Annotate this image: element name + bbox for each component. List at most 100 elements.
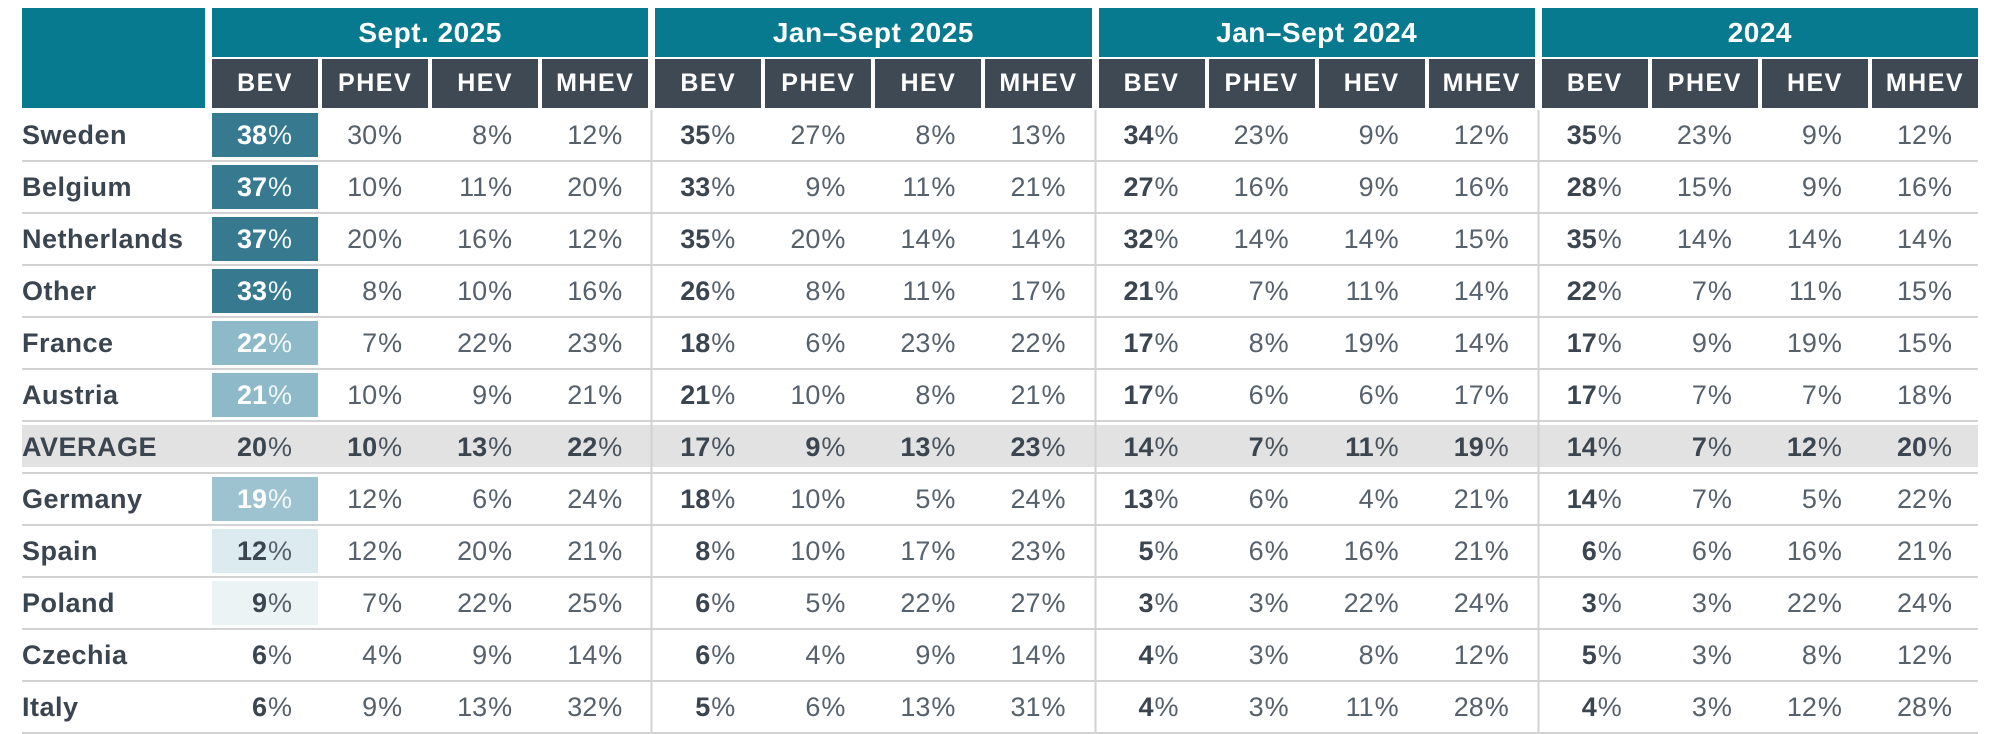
percent-sign: % [1154,379,1179,410]
value-cell-spain-sept-2025-phev: 12% [322,526,428,576]
value-cell-spain-jan-sept-2025-bev: 8% [655,526,761,576]
value-number: 32 [1123,223,1154,254]
value-cell-sweden-sept-2025-phev: 30% [322,110,428,160]
percent-sign: % [268,535,293,566]
value-cell-average-2024-phev: 7% [1652,422,1758,472]
value-cell-belgium-sept-2025-mhev: 20% [542,162,648,212]
value-cell-germany-2024-hev: 5% [1762,474,1868,524]
percent-sign: % [378,223,403,254]
percent-sign: % [1597,223,1622,254]
percent-sign: % [1597,379,1622,410]
value-cell-poland-jan-sept-2024-mhev: 24% [1429,578,1535,628]
value-cell-netherlands-2024-bev: 35% [1542,214,1648,264]
value-cell-austria-jan-sept-2025-mhev: 21% [985,370,1091,420]
value-cell-netherlands-jan-sept-2025-mhev: 14% [985,214,1091,264]
value-cell-belgium-jan-sept-2024-mhev: 16% [1429,162,1535,212]
value-cell-austria-jan-sept-2024-bev: 17% [1099,370,1205,420]
value-cell-spain-2024-phev: 6% [1652,526,1758,576]
value-number: 35 [680,119,711,150]
value-cell-czechia-jan-sept-2025-bev: 6% [655,630,761,680]
corner-cell [22,8,205,108]
value-number: 30 [347,119,378,150]
percent-sign: % [268,691,293,722]
percent-sign: % [1374,691,1399,722]
value-number: 19 [1453,431,1484,462]
powertrain-header-phev: PHEV [322,59,429,108]
value-number: 9 [362,691,378,722]
value-group-jan-sept-2025: 6% 5% 22% 27% [655,578,1091,628]
value-group-jan-sept-2024: 17% 8% 19% 14% [1099,318,1535,368]
value-number: 8 [1801,639,1817,670]
value-cell-france-jan-sept-2024-phev: 8% [1209,318,1315,368]
value-number: 14 [1453,275,1484,306]
value-cell-belgium-jan-sept-2024-hev: 9% [1319,162,1425,212]
percent-sign: % [1041,119,1066,150]
header-gap [648,59,655,108]
percent-sign: % [1927,223,1952,254]
value-number: 6 [252,691,268,722]
percent-sign: % [1041,327,1066,358]
value-group-sept-2025: 22% 7% 22% 23% [212,318,648,368]
value-number: 9 [1801,119,1817,150]
value-number: 6 [252,639,268,670]
percent-sign: % [598,639,623,670]
percent-sign: % [1041,379,1066,410]
value-number: 12 [347,483,378,514]
value-cell-germany-jan-sept-2025-hev: 5% [875,474,981,524]
percent-sign: % [1927,639,1952,670]
value-cell-poland-2024-phev: 3% [1652,578,1758,628]
value-number: 5 [1801,483,1817,514]
value-cell-belgium-jan-sept-2024-phev: 16% [1209,162,1315,212]
group-separator [1091,630,1099,680]
percent-sign: % [1817,431,1842,462]
value-cell-italy-2024-phev: 3% [1652,682,1758,732]
percent-sign: % [1927,587,1952,618]
value-number: 27 [1123,171,1154,202]
value-number: 14 [1786,223,1817,254]
percent-sign: % [1264,119,1289,150]
value-group-sept-2025: 33% 8% 10% 16% [212,266,648,316]
percent-sign: % [1597,275,1622,306]
percent-sign: % [488,431,513,462]
percent-sign: % [821,223,846,254]
value-cell-italy-2024-hev: 12% [1762,682,1868,732]
value-cell-other-2024-hev: 11% [1762,266,1868,316]
value-group-jan-sept-2025: 18% 6% 23% 22% [655,318,1091,368]
percent-sign: % [378,483,403,514]
value-cell-sweden-jan-sept-2024-mhev: 12% [1429,110,1535,160]
value-cell-czechia-jan-sept-2024-bev: 4% [1099,630,1205,680]
value-number: 22 [567,431,598,462]
group-separator [1091,682,1099,732]
value-number: 14 [1123,431,1154,462]
value-cell-poland-sept-2025-phev: 7% [322,578,428,628]
percent-sign: % [931,171,956,202]
table-row-netherlands: Netherlands 37% 20% 16% 12% 35% 20% 14% 14% 32% 14… [22,214,1978,266]
label-gap [205,630,212,680]
group-separator [1534,578,1542,628]
value-number: 12 [567,119,598,150]
row-label-text: Netherlands [22,223,184,254]
group-separator [1534,266,1542,316]
percent-sign: % [1817,639,1842,670]
powertrain-header-group-jan-sept-2025: BEV PHEV HEV MHEV [655,59,1092,108]
row-label-czechia: Czechia [22,630,205,680]
powertrain-header-label: BEV [237,69,293,97]
percent-sign: % [1927,691,1952,722]
percent-sign: % [1597,691,1622,722]
value-cell-poland-sept-2025-hev: 22% [432,578,538,628]
percent-sign: % [1264,587,1289,618]
value-cell-netherlands-jan-sept-2024-bev: 32% [1099,214,1205,264]
value-cell-sweden-sept-2025-hev: 8% [432,110,538,160]
percent-sign: % [821,535,846,566]
value-cell-spain-jan-sept-2025-hev: 17% [875,526,981,576]
percent-sign: % [1707,483,1732,514]
value-cell-average-sept-2025-bev: 20% [212,422,318,472]
value-group-jan-sept-2024: 14% 7% 11% 19% [1099,422,1535,472]
value-cell-austria-jan-sept-2024-phev: 6% [1209,370,1315,420]
period-header-label: Sept. 2025 [358,16,502,48]
percent-sign: % [1707,171,1732,202]
value-cell-austria-2024-phev: 7% [1652,370,1758,420]
percent-sign: % [711,691,736,722]
powertrain-header-phev: PHEV [1651,59,1758,108]
value-cell-sweden-sept-2025-bev: 38% [212,113,319,157]
